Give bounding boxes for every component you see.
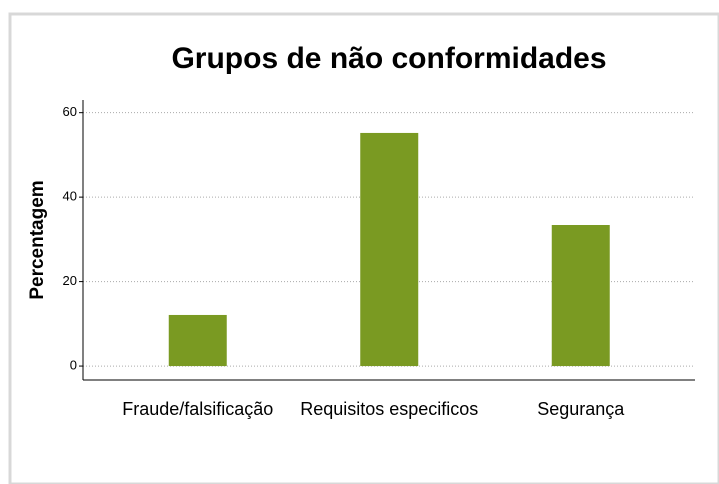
y-tick-label: 0	[70, 358, 77, 373]
chart-title: Grupos de não conformidades	[171, 42, 606, 75]
x-tick-label: Fraude/falsificação	[122, 399, 273, 419]
bar	[168, 314, 227, 367]
x-tick-label: Requisitos especificos	[300, 399, 478, 419]
y-tick-label: 40	[63, 189, 77, 204]
y-tick-label: 20	[63, 273, 77, 288]
y-axis-label: Percentagem	[27, 180, 48, 299]
x-tick-label: Segurança	[537, 399, 625, 419]
bar	[360, 132, 419, 367]
y-tick-label: 60	[63, 104, 77, 119]
bar	[551, 225, 610, 367]
